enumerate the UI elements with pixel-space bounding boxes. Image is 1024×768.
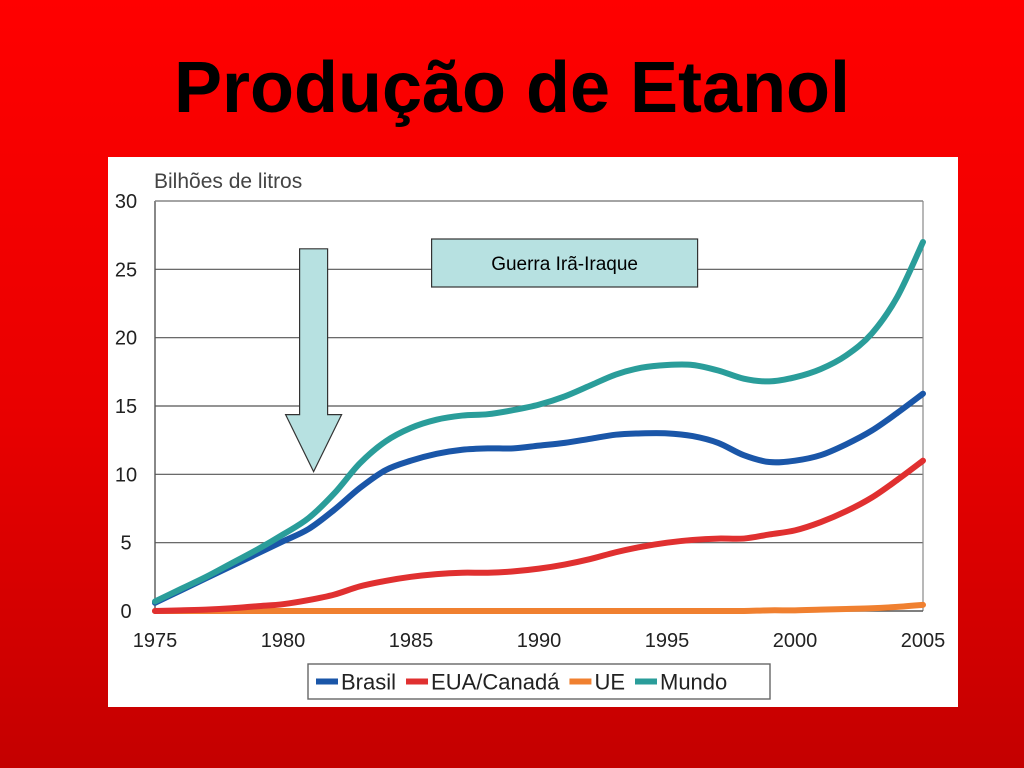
y-tick-label: 15 bbox=[115, 396, 137, 418]
annotation-box bbox=[431, 238, 699, 288]
x-tick-label: 1990 bbox=[517, 630, 562, 652]
series-line-mundo bbox=[152, 239, 926, 605]
y-tick-label: 30 bbox=[115, 191, 137, 213]
x-tick-label: 2000 bbox=[773, 630, 818, 652]
x-tick-label: 1975 bbox=[133, 630, 178, 652]
legend: Brasil EUA/Canadá UE Mundo bbox=[307, 663, 771, 700]
y-tick-label: 0 bbox=[120, 601, 131, 623]
chart-panel: 0 5 10 15 20 25 30 1975 1980 1985 1990 1995 2000 2005… bbox=[108, 157, 958, 707]
y-tick-label: 20 bbox=[115, 328, 137, 350]
legend-label-brasil: Brasil bbox=[341, 670, 396, 695]
legend-label-mundo: Mundo bbox=[660, 670, 727, 695]
x-tick-label: 1985 bbox=[389, 630, 434, 652]
y-tick-label: 5 bbox=[120, 533, 131, 555]
y-tick-label: 25 bbox=[115, 259, 137, 281]
series-layer bbox=[152, 239, 926, 615]
annotation-layer: Guerra Irã-Iraque bbox=[284, 238, 699, 473]
x-tick-label: 2005 bbox=[901, 630, 946, 652]
y-tick-label: 10 bbox=[115, 464, 137, 486]
legend-box bbox=[307, 663, 771, 700]
annotation-text: Guerra Irã-Iraque bbox=[491, 254, 638, 275]
x-tick-label: 1980 bbox=[261, 630, 306, 652]
series-line-eua-canad- bbox=[152, 457, 926, 614]
x-tick-label: 1995 bbox=[645, 630, 690, 652]
annotation-arrow-down bbox=[284, 248, 343, 473]
series-line-brasil bbox=[152, 390, 926, 606]
legend-label-ue: UE bbox=[594, 670, 625, 695]
legend-label-eua-canad-: EUA/Canadá bbox=[431, 670, 560, 695]
slide-title: Produção de Etanol bbox=[173, 48, 851, 128]
axis-layer: 0 5 10 15 20 25 30 1975 1980 1985 1990 1995 2000 2005 bbox=[115, 191, 945, 652]
series-line-ue bbox=[152, 601, 926, 615]
ethanol-line-chart: 0 5 10 15 20 25 30 1975 1980 1985 1990 1995 2000 2005… bbox=[115, 170, 945, 700]
y-axis-label: Bilhões de litros bbox=[154, 170, 302, 193]
